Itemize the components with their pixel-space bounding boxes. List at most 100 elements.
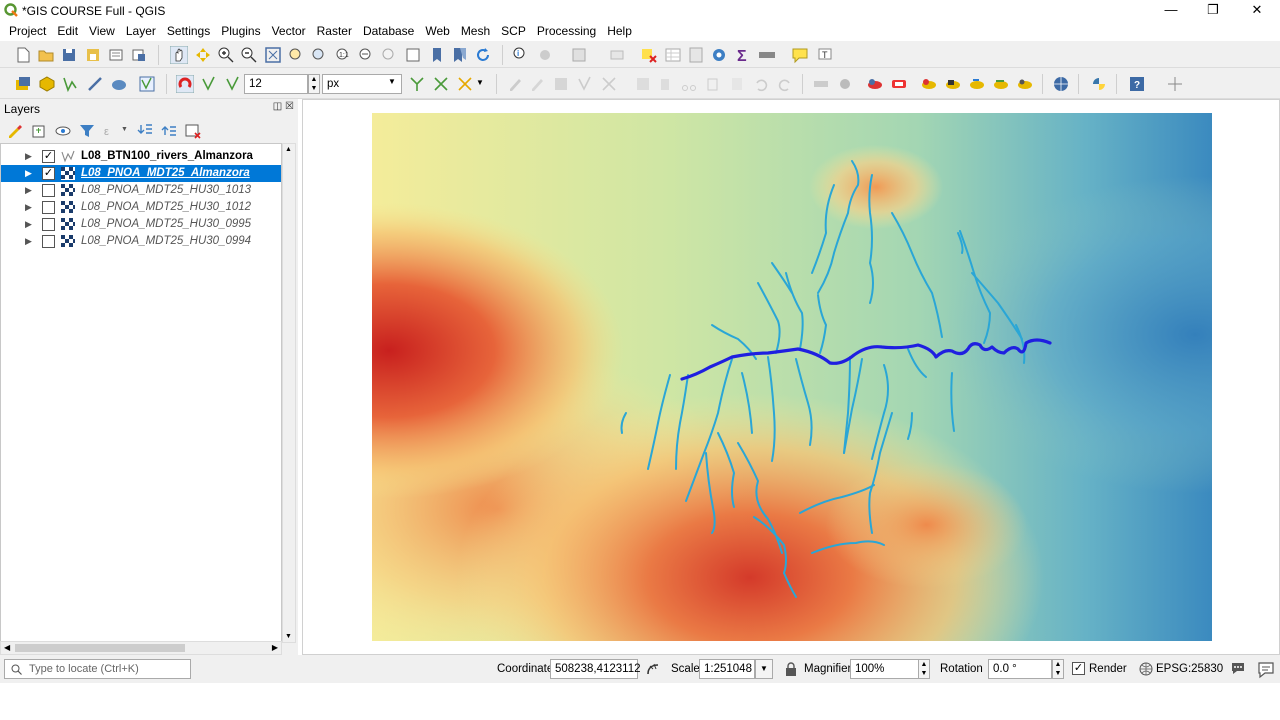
map-tips-icon[interactable] [791,46,809,64]
float-panel-icon[interactable]: ◫ [272,101,283,112]
locator-search-input[interactable]: Type to locate (Ctrl+K) [4,659,191,679]
add-group-icon[interactable] [30,122,48,140]
attribute-table-icon[interactable] [664,46,682,64]
identify-icon[interactable]: i [512,46,530,64]
statistical-summary-icon[interactable]: Σ [734,46,752,64]
move-label-icon[interactable] [944,75,962,93]
layer-checkbox[interactable] [42,201,55,214]
add-feature-icon[interactable] [576,75,594,93]
layer-row-rivers[interactable]: ▶ ✓ L08_BTN100_rivers_Almanzora [1,148,281,165]
menu-edit[interactable]: Edit [57,24,79,38]
save-as-icon[interactable] [84,46,102,64]
refresh-icon[interactable] [474,46,492,64]
zoom-native-icon[interactable]: 1:1 [334,46,352,64]
save-edits-icon[interactable] [552,75,570,93]
menu-layer[interactable]: Layer [125,24,156,38]
layer-checkbox[interactable] [42,218,55,231]
new-map-view-icon[interactable] [404,46,422,64]
magnifier-spinner[interactable]: ▲ ▼ [918,659,930,679]
trace-icon[interactable] [408,75,426,93]
layer-checkbox[interactable]: ✓ [42,150,55,163]
modify-attributes-icon[interactable] [634,75,652,93]
crs-label[interactable]: EPSG:25830 [1156,663,1224,675]
minimize-button[interactable]: — [1164,2,1178,17]
open-project-icon[interactable] [37,46,55,64]
menu-help[interactable]: Help [607,24,632,38]
cut-features-icon[interactable] [680,75,698,93]
zoom-full-icon[interactable] [264,46,282,64]
rotation-spinner[interactable]: ▲ ▼ [1052,659,1064,679]
coordinate-field[interactable]: 508238,4123112 [550,659,641,679]
diagram-icon[interactable] [866,75,884,93]
digitize-line-icon[interactable] [224,75,242,93]
menu-mesh[interactable]: Mesh [460,24,491,38]
zoom-in-icon[interactable] [217,46,235,64]
field-calculator-icon[interactable] [687,46,705,64]
toggle-extents-icon[interactable] [645,661,661,677]
tolerance-input[interactable]: 12 [244,74,308,94]
map-canvas[interactable] [372,113,1212,641]
expand-arrow-icon[interactable]: ▶ [25,236,32,246]
processing-toolbox-icon[interactable] [710,46,728,64]
expand-arrow-icon[interactable]: ▶ [25,202,32,212]
redo-icon[interactable] [776,75,794,93]
expand-arrow-icon[interactable]: ▶ [25,168,32,178]
visibility-icon[interactable] [54,122,72,140]
unit-select[interactable]: px [322,74,402,94]
change-label-icon[interactable] [992,75,1010,93]
annotation-icon[interactable]: T [816,46,834,64]
zoom-selection-icon[interactable] [287,46,305,64]
zoom-next-icon[interactable] [380,46,398,64]
globe-plugin-icon[interactable] [1052,75,1070,93]
magnifier-field[interactable]: 100% [850,659,920,679]
pan-to-selection-icon[interactable] [194,46,212,64]
select-features-icon[interactable] [570,46,588,64]
menu-raster[interactable]: Raster [316,24,352,38]
layer-row-hu30-1013[interactable]: ▶ L08_PNOA_MDT25_HU30_1013 [1,182,281,199]
menu-web[interactable]: Web [425,24,450,38]
current-edits-icon[interactable] [506,75,524,93]
scale-field[interactable]: 1:251048 [699,659,755,679]
menu-scp[interactable]: SCP [501,24,526,38]
filter-legend-icon[interactable] [78,122,96,140]
new-spatialite-icon[interactable] [86,75,104,93]
close-panel-icon[interactable]: ☒ [285,101,294,112]
vertex-tool-icon[interactable] [600,75,618,93]
layout-manager-icon[interactable] [130,46,148,64]
select-value-icon[interactable] [608,46,626,64]
intersection-icon[interactable] [456,75,474,93]
layer-checkbox[interactable] [42,235,55,248]
crosshair-icon[interactable] [1166,75,1184,93]
layer-row-hu30-1012[interactable]: ▶ L08_PNOA_MDT25_HU30_1012 [1,199,281,216]
render-checkbox[interactable]: ✓ [1072,662,1085,675]
filter-expression-icon[interactable]: ε [102,122,120,140]
layer-checkbox[interactable] [42,184,55,197]
close-button[interactable]: ✕ [1251,2,1263,17]
new-shapefile-icon[interactable] [62,75,80,93]
expand-arrow-icon[interactable]: ▶ [25,151,32,161]
map-canvas-area[interactable] [302,99,1280,655]
label-highlight-icon[interactable] [890,75,908,93]
menu-settings[interactable]: Settings [166,24,211,38]
layer-row-hu30-0994[interactable]: ▶ L08_PNOA_MDT25_HU30_0994 [1,233,281,250]
menu-plugins[interactable]: Plugins [221,24,261,38]
style-manager-icon[interactable] [6,122,24,140]
paste-features-icon[interactable] [728,75,746,93]
bookmark-icon[interactable] [428,46,446,64]
notifications-icon[interactable] [1256,659,1276,679]
delete-selected-icon[interactable] [656,75,674,93]
layer-row-mdt25[interactable]: ▶ ✓ L08_PNOA_MDT25_Almanzora [1,165,281,182]
help-contents-icon[interactable]: ? [1128,75,1146,93]
layer-checkbox[interactable]: ✓ [42,167,55,180]
zoom-last-icon[interactable] [357,46,375,64]
layer-row-hu30-0995[interactable]: ▶ L08_PNOA_MDT25_HU30_0995 [1,216,281,233]
layer-tree-vertical-scrollbar[interactable]: ▲ ▼ [282,143,296,643]
print-layout-icon[interactable] [107,46,125,64]
pan-map-icon[interactable] [170,46,188,64]
menu-processing[interactable]: Processing [536,24,597,38]
label-toolbar-icon[interactable] [812,75,830,93]
digitize-magnet-icon[interactable] [176,75,194,93]
rotation-field[interactable]: 0.0 ° [988,659,1052,679]
remove-layer-icon[interactable] [184,122,202,140]
lock-scale-icon[interactable] [785,662,797,676]
